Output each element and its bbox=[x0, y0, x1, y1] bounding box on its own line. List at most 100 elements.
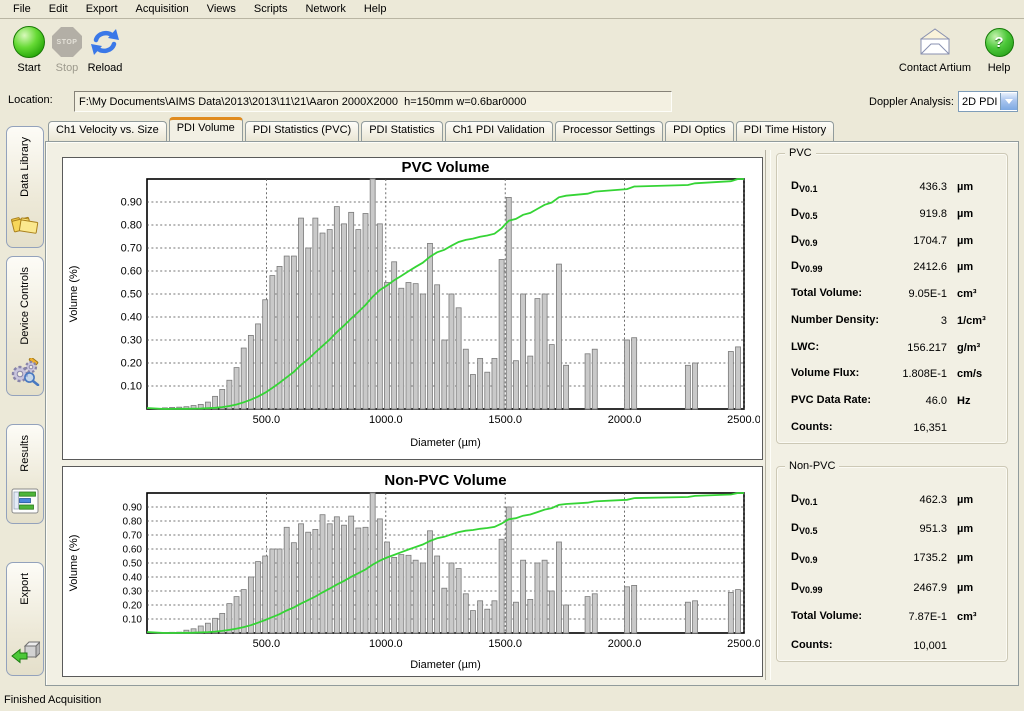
stat-row: LWC:156.217g/m³ bbox=[791, 341, 999, 355]
doppler-analysis-select[interactable]: 2D PDI bbox=[958, 91, 1018, 112]
stat-row: DV0.992412.6µm bbox=[791, 260, 999, 274]
svg-text:0.30: 0.30 bbox=[123, 587, 143, 598]
contact-artium-button[interactable]: Contact Artium bbox=[894, 24, 976, 82]
stat-value: 1.808E-1 bbox=[881, 368, 947, 380]
sidebar-item-data-library[interactable]: Data Library bbox=[6, 126, 44, 248]
doppler-analysis-control: Doppler Analysis: 2D PDI bbox=[869, 91, 1018, 112]
y-axis-label: Volume (%) bbox=[68, 266, 80, 323]
stat-value: 46.0 bbox=[881, 395, 947, 407]
stat-label: D bbox=[791, 207, 799, 219]
svg-text:0.60: 0.60 bbox=[123, 545, 143, 556]
location-input[interactable] bbox=[74, 91, 672, 112]
chart-title: PVC Volume bbox=[401, 159, 489, 176]
svg-text:1500.0: 1500.0 bbox=[488, 638, 522, 650]
x-axis-label: Diameter (µm) bbox=[410, 659, 481, 671]
menu-item-export[interactable]: Export bbox=[77, 1, 127, 17]
menu-item-acquisition[interactable]: Acquisition bbox=[127, 1, 198, 17]
svg-text:0.80: 0.80 bbox=[121, 220, 142, 232]
stat-row: DV0.1436.3µm bbox=[791, 180, 999, 194]
location-label: Location: bbox=[8, 94, 53, 106]
stat-row: DV0.992467.9µm bbox=[791, 581, 999, 595]
help-button[interactable]: ? Help bbox=[976, 24, 1022, 82]
svg-text:2000.0: 2000.0 bbox=[608, 638, 642, 650]
menu-item-scripts[interactable]: Scripts bbox=[245, 1, 297, 17]
menu-item-file[interactable]: File bbox=[4, 1, 40, 17]
menu-item-edit[interactable]: Edit bbox=[40, 1, 77, 17]
sidebar-item-label: Export bbox=[19, 573, 31, 605]
data-library-icon bbox=[10, 211, 40, 241]
stat-value: 9.05E-1 bbox=[881, 288, 947, 300]
stat-unit: µm bbox=[957, 494, 999, 506]
sidebar-item-label: Data Library bbox=[19, 137, 31, 197]
y-axis-label: Volume (%) bbox=[68, 535, 80, 592]
stop-button-label: Stop bbox=[56, 62, 79, 74]
doppler-analysis-label: Doppler Analysis: bbox=[869, 96, 954, 108]
sidebar-item-export[interactable]: Export bbox=[6, 562, 44, 676]
tab-processor-settings[interactable]: Processor Settings bbox=[555, 121, 663, 141]
stat-row: DV0.5919.8µm bbox=[791, 207, 999, 221]
svg-text:500.0: 500.0 bbox=[253, 414, 281, 426]
stat-unit: µm bbox=[957, 235, 999, 247]
svg-text:0.60: 0.60 bbox=[121, 266, 142, 278]
menu-item-help[interactable]: Help bbox=[355, 1, 396, 17]
stat-unit: µm bbox=[957, 523, 999, 535]
svg-text:1000.0: 1000.0 bbox=[369, 638, 403, 650]
stat-label: Total Volume: bbox=[791, 287, 862, 299]
stat-label: Volume Flux: bbox=[791, 367, 859, 379]
menu-item-network[interactable]: Network bbox=[296, 1, 354, 17]
stat-row: DV0.5951.3µm bbox=[791, 522, 999, 536]
svg-text:0.70: 0.70 bbox=[123, 531, 143, 542]
reload-icon bbox=[89, 24, 121, 60]
svg-text:2500.0: 2500.0 bbox=[727, 414, 760, 426]
stat-unit: cm/s bbox=[957, 368, 999, 380]
stat-unit: µm bbox=[957, 261, 999, 273]
help-icon: ? bbox=[985, 24, 1014, 60]
tab-strip: Ch1 Velocity vs. SizePDI VolumePDI Stati… bbox=[48, 121, 836, 141]
svg-text:0.50: 0.50 bbox=[121, 289, 142, 301]
stat-row: Number Density:31/cm³ bbox=[791, 314, 999, 328]
sidebar-item-device-controls[interactable]: Device Controls bbox=[6, 256, 44, 396]
svg-text:0.10: 0.10 bbox=[121, 381, 142, 393]
start-button-label: Start bbox=[17, 62, 40, 74]
stat-value: 7.87E-1 bbox=[881, 611, 947, 623]
chart-stats-splitter[interactable] bbox=[765, 150, 771, 680]
menu-item-views[interactable]: Views bbox=[198, 1, 245, 17]
stat-unit: µm bbox=[957, 181, 999, 193]
contact-artium-label: Contact Artium bbox=[899, 62, 971, 74]
tab-ch1-velocity-vs-size[interactable]: Ch1 Velocity vs. Size bbox=[48, 121, 167, 141]
tab-ch1-pdi-validation[interactable]: Ch1 PDI Validation bbox=[445, 121, 553, 141]
tab-pdi-statistics[interactable]: PDI Statistics bbox=[361, 121, 442, 141]
stat-value: 3 bbox=[881, 315, 947, 327]
stat-label: D bbox=[791, 180, 799, 192]
tab-pdi-volume[interactable]: PDI Volume bbox=[169, 117, 243, 141]
svg-text:0.10: 0.10 bbox=[123, 615, 143, 626]
stat-row: Counts:10,001 bbox=[791, 639, 999, 653]
stat-value: 1704.7 bbox=[881, 235, 947, 247]
reload-button[interactable]: Reload bbox=[82, 24, 128, 82]
tab-pdi-optics[interactable]: PDI Optics bbox=[665, 121, 734, 141]
svg-text:0.90: 0.90 bbox=[121, 197, 142, 209]
stat-label: D bbox=[791, 260, 799, 272]
chevron-down-icon[interactable] bbox=[1000, 93, 1017, 110]
status-bar: Finished Acquisition bbox=[0, 689, 1024, 711]
tab-pdi-statistics-pvc-[interactable]: PDI Statistics (PVC) bbox=[245, 121, 359, 141]
svg-text:1000.0: 1000.0 bbox=[369, 414, 403, 426]
status-text: Finished Acquisition bbox=[4, 694, 101, 706]
sidebar-item-results[interactable]: Results bbox=[6, 424, 44, 524]
stat-unit: µm bbox=[957, 552, 999, 564]
pvc-volume-chart: 0.100.200.300.400.500.600.700.800.90500.… bbox=[63, 158, 760, 457]
stat-value: 1735.2 bbox=[881, 552, 947, 564]
mail-icon bbox=[916, 24, 954, 60]
stat-unit: µm bbox=[957, 208, 999, 220]
svg-text:0.30: 0.30 bbox=[121, 335, 142, 347]
tab-pdi-time-history[interactable]: PDI Time History bbox=[736, 121, 835, 141]
stat-label: Counts: bbox=[791, 639, 833, 651]
menu-bar: FileEditExportAcquisitionViewsScriptsNet… bbox=[0, 0, 1024, 19]
pvc-stats-title: PVC bbox=[785, 147, 816, 159]
stat-row: DV0.1462.3µm bbox=[791, 493, 999, 507]
stat-row: Total Volume: 9.05E-1 cm³ bbox=[791, 287, 999, 301]
stat-unit: cm³ bbox=[957, 288, 999, 300]
stat-label-subscript: V0.1 bbox=[799, 497, 818, 507]
stat-unit: Hz bbox=[957, 395, 999, 407]
stat-label: D bbox=[791, 234, 799, 246]
